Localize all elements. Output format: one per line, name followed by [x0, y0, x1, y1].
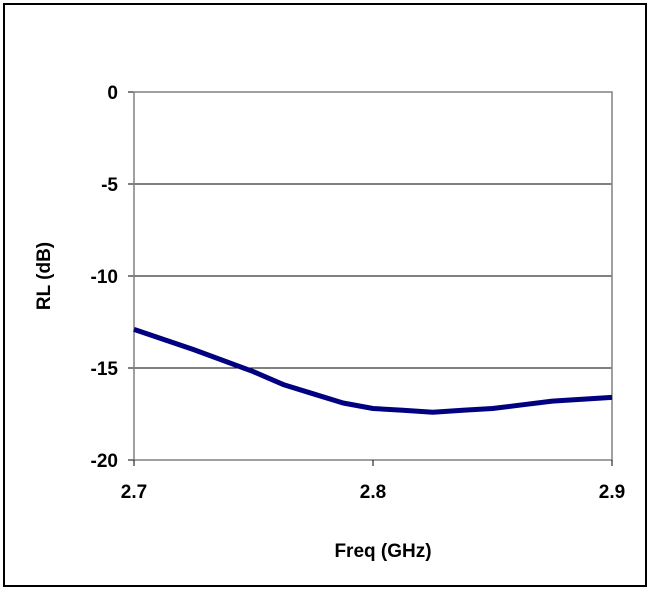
y-tick-labels: 0 -5 -10 -15 -20 — [91, 83, 119, 472]
y-tick-label: -5 — [101, 175, 118, 196]
x-tick-label: 2.7 — [121, 482, 147, 503]
y-axis-title: RL (dB) — [34, 242, 55, 310]
series-layer — [133, 327, 613, 415]
chart-frame — [3, 3, 647, 587]
series-line-0 — [133, 327, 613, 415]
y-tick-label: -20 — [91, 451, 118, 472]
x-axis-title: Freq (GHz) — [334, 541, 431, 562]
x-tick-label: 2.9 — [599, 482, 625, 503]
y-tick-label: 0 — [107, 83, 118, 104]
y-tick-label: -10 — [91, 267, 118, 288]
y-tick-label: -15 — [91, 359, 119, 380]
x-tick-label: 2.8 — [360, 482, 386, 503]
x-tick-labels: 2.7 2.8 2.9 — [121, 460, 625, 503]
